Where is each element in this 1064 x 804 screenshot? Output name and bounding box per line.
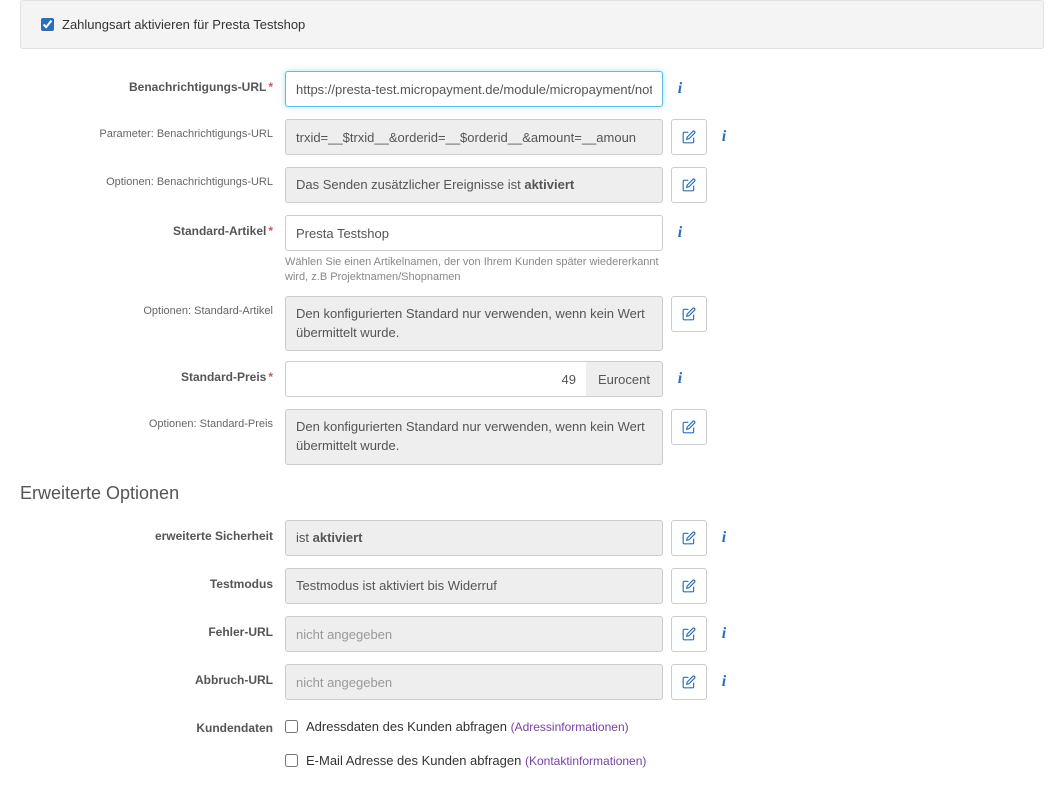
default-article-options-display: Den konfigurierten Standard nur verwende… xyxy=(285,296,663,352)
address-checkbox[interactable] xyxy=(285,720,298,733)
customer-data-option: E-Mail Adresse des Kunden abfragen (Kont… xyxy=(285,746,646,774)
activate-label[interactable]: Zahlungsart aktivieren für Presta Testsh… xyxy=(41,17,1023,32)
label-default-price-options: Optionen: Standard-Preis xyxy=(20,409,285,430)
price-input-group: Eurocent xyxy=(285,361,663,397)
edit-button[interactable] xyxy=(671,520,707,556)
edit-button[interactable] xyxy=(671,409,707,445)
label-default-article-options: Optionen: Standard-Artikel xyxy=(20,296,285,317)
required-star: * xyxy=(268,224,273,238)
edit-button[interactable] xyxy=(671,664,707,700)
address-label: Adressdaten des Kunden abfragen (Adressi… xyxy=(306,719,629,734)
info-icon[interactable]: i xyxy=(715,520,733,556)
activate-panel: Zahlungsart aktivieren für Presta Testsh… xyxy=(20,0,1044,49)
info-icon[interactable]: i xyxy=(671,71,689,107)
activate-text: Zahlungsart aktivieren für Presta Testsh… xyxy=(62,17,305,32)
edit-icon xyxy=(682,627,696,641)
edit-button[interactable] xyxy=(671,296,707,332)
row-default-article: Standard-Artikel* i Wählen Sie einen Art… xyxy=(20,215,1044,286)
email-label: E-Mail Adresse des Kunden abfragen (Kont… xyxy=(306,753,646,768)
label-default-price: Standard-Preis* xyxy=(20,361,285,384)
extended-options-header: Erweiterte Optionen xyxy=(20,483,1044,504)
row-notification-options: Optionen: Benachrichtigungs-URL Das Send… xyxy=(20,167,1044,205)
info-icon[interactable]: i xyxy=(715,119,733,155)
label-abort-url: Abbruch-URL xyxy=(20,664,285,687)
email-checkbox[interactable] xyxy=(285,754,298,767)
row-default-price: Standard-Preis* Eurocent i xyxy=(20,361,1044,399)
abort-url-input xyxy=(285,664,663,700)
testmode-display: Testmodus ist aktiviert bis Widerruf xyxy=(285,568,663,604)
row-notification-url: Benachrichtigungs-URL* i xyxy=(20,71,1044,109)
info-icon[interactable]: i xyxy=(715,616,733,652)
default-price-input[interactable] xyxy=(285,361,586,397)
info-icon[interactable]: i xyxy=(671,361,689,397)
edit-icon xyxy=(682,531,696,545)
required-star: * xyxy=(268,80,273,94)
notification-options-display: Das Senden zusätzlicher Ereignisse ist a… xyxy=(285,167,663,203)
edit-icon xyxy=(682,307,696,321)
edit-icon xyxy=(682,130,696,144)
row-abort-url: Abbruch-URL i xyxy=(20,664,1044,702)
row-error-url: Fehler-URL i xyxy=(20,616,1044,654)
price-suffix: Eurocent xyxy=(586,361,663,397)
label-security: erweiterte Sicherheit xyxy=(20,520,285,543)
row-default-price-options: Optionen: Standard-Preis Den konfigurier… xyxy=(20,409,1044,465)
row-notification-params: Parameter: Benachrichtigungs-URL i xyxy=(20,119,1044,157)
edit-button[interactable] xyxy=(671,568,707,604)
row-default-article-options: Optionen: Standard-Artikel Den konfiguri… xyxy=(20,296,1044,352)
label-notification-url: Benachrichtigungs-URL* xyxy=(20,71,285,94)
label-notification-options: Optionen: Benachrichtigungs-URL xyxy=(20,167,285,188)
row-security: erweiterte Sicherheit ist aktiviert i xyxy=(20,520,1044,558)
edit-icon xyxy=(682,579,696,593)
default-article-input[interactable] xyxy=(285,215,663,251)
info-icon[interactable]: i xyxy=(671,215,689,251)
error-url-input xyxy=(285,616,663,652)
default-price-options-display: Den konfigurierten Standard nur verwende… xyxy=(285,409,663,465)
label-error-url: Fehler-URL xyxy=(20,616,285,639)
edit-button[interactable] xyxy=(671,167,707,203)
info-icon[interactable]: i xyxy=(715,664,733,700)
edit-icon xyxy=(682,675,696,689)
notification-params-input xyxy=(285,119,663,155)
row-testmode: Testmodus Testmodus ist aktiviert bis Wi… xyxy=(20,568,1044,606)
security-display: ist aktiviert xyxy=(285,520,663,556)
edit-button[interactable] xyxy=(671,119,707,155)
edit-icon xyxy=(682,420,696,434)
label-default-article: Standard-Artikel* xyxy=(20,215,285,238)
row-customer-data: Kundendaten Adressdaten des Kunden abfra… xyxy=(20,712,1044,774)
edit-icon xyxy=(682,178,696,192)
customer-data-option: Adressdaten des Kunden abfragen (Adressi… xyxy=(285,712,646,740)
notification-url-input[interactable] xyxy=(285,71,663,107)
help-default-article: Wählen Sie einen Artikelnamen, der von I… xyxy=(285,255,663,286)
label-notification-params: Parameter: Benachrichtigungs-URL xyxy=(20,119,285,140)
required-star: * xyxy=(268,370,273,384)
label-testmode: Testmodus xyxy=(20,568,285,591)
activate-checkbox[interactable] xyxy=(41,18,54,31)
label-customer-data: Kundendaten xyxy=(20,712,285,735)
edit-button[interactable] xyxy=(671,616,707,652)
